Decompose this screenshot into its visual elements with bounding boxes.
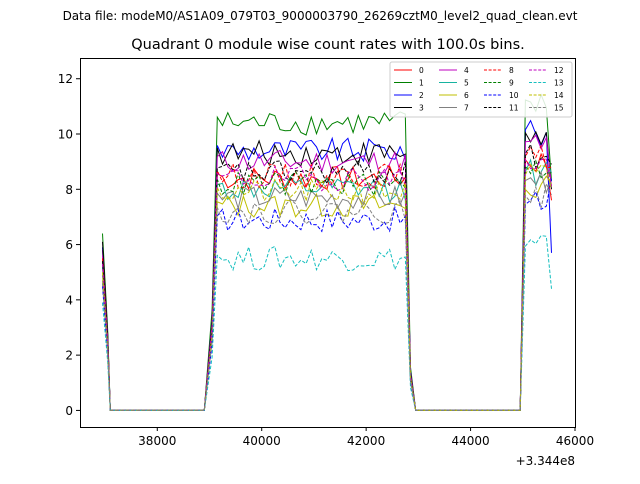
- series-line-4: [102, 134, 552, 411]
- legend-label-1: 1: [419, 78, 424, 87]
- legend-label-0: 0: [419, 66, 424, 75]
- y-tick-label: 10: [58, 128, 73, 142]
- x-tick-label: 42000: [347, 434, 385, 448]
- legend-label-10: 10: [509, 91, 519, 100]
- series-line-9: [102, 159, 552, 411]
- legend-label-4: 4: [464, 66, 469, 75]
- x-axis: 38000 40000 42000 44000 46000: [138, 427, 594, 448]
- legend-label-11: 11: [509, 103, 519, 112]
- legend-label-2: 2: [419, 91, 424, 100]
- chart-title: Quadrant 0 module wise count rates with …: [131, 37, 525, 53]
- series-line-1: [102, 93, 552, 411]
- axes-frame: [80, 58, 576, 428]
- y-tick-label: 0: [65, 404, 73, 418]
- x-tick-label: 44000: [451, 434, 489, 448]
- y-tick-label: 8: [65, 183, 73, 197]
- series-line-2: [102, 119, 552, 411]
- legend-box: [389, 61, 573, 118]
- y-tick-label: 2: [65, 349, 73, 363]
- series-line-15: [102, 182, 552, 411]
- series-line-12: [102, 157, 552, 411]
- x-tick-label: 46000: [556, 434, 594, 448]
- legend-label-7: 7: [464, 103, 469, 112]
- series-line-3: [102, 130, 552, 411]
- legend-label-13: 13: [554, 78, 564, 87]
- legend-label-6: 6: [464, 91, 469, 100]
- series-line-0: [102, 152, 552, 411]
- legend-label-12: 12: [554, 66, 564, 75]
- y-tick-label: 4: [65, 293, 73, 307]
- y-tick-label: 12: [58, 72, 73, 86]
- series-line-13: [102, 235, 552, 411]
- legend-label-9: 9: [509, 78, 514, 87]
- series-line-10: [102, 178, 552, 411]
- legend-label-15: 15: [554, 103, 564, 112]
- chart-suptitle: Data file: modeM0/AS1A09_079T03_90000037…: [63, 9, 578, 23]
- series-line-5: [102, 158, 552, 411]
- legend-label-14: 14: [554, 91, 564, 100]
- x-tick-label: 38000: [138, 434, 176, 448]
- legend-label-3: 3: [419, 103, 424, 112]
- y-tick-label: 6: [65, 238, 73, 252]
- series-line-8: [102, 144, 552, 411]
- series-line-7: [102, 170, 552, 411]
- y-axis: 0 2 4 6 8 10 12: [58, 72, 80, 418]
- x-offset-label: +3.344e8: [516, 454, 575, 468]
- legend-label-8: 8: [509, 66, 514, 75]
- legend-label-5: 5: [464, 78, 469, 87]
- x-tick-label: 40000: [243, 434, 281, 448]
- series-layer: [102, 93, 552, 411]
